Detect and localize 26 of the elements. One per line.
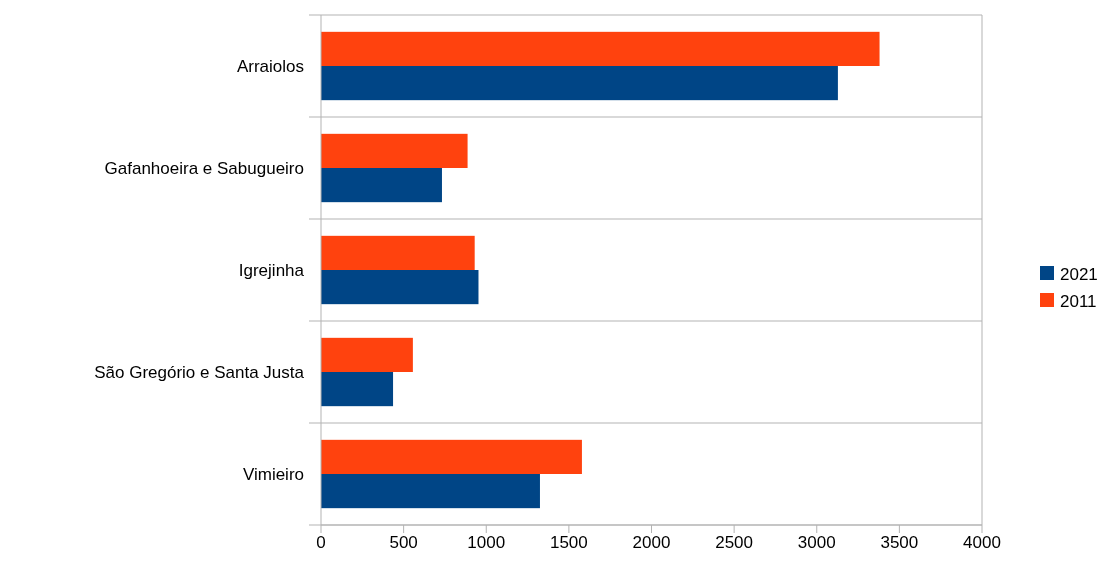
x-tick-label: 4000 bbox=[963, 533, 1001, 552]
bar bbox=[321, 31, 880, 66]
bar bbox=[321, 474, 540, 509]
y-tick-label: Arraiolos bbox=[236, 57, 304, 76]
bar bbox=[321, 235, 475, 270]
bar bbox=[321, 372, 394, 407]
bar bbox=[321, 337, 413, 372]
legend-label: 2011 bbox=[1060, 292, 1097, 311]
y-tick-label: Vimieiro bbox=[242, 465, 304, 484]
x-tick-label: 2000 bbox=[632, 533, 671, 552]
x-tick-label: 1500 bbox=[549, 533, 588, 552]
y-tick-label: Gafanhoeira e Sabugueiro bbox=[104, 159, 304, 178]
x-tick-label: 0 bbox=[316, 533, 326, 552]
y-tick-label: Igrejinha bbox=[238, 261, 305, 280]
x-tick-label: 500 bbox=[389, 533, 418, 552]
x-tick-label: 3500 bbox=[880, 533, 919, 552]
x-tick-label: 3000 bbox=[797, 533, 836, 552]
legend-label: 2021 bbox=[1060, 265, 1098, 284]
bar bbox=[321, 270, 479, 305]
bar bbox=[321, 168, 442, 203]
bar bbox=[321, 133, 468, 168]
x-tick-label: 2500 bbox=[715, 533, 754, 552]
y-tick-label: São Gregório e Santa Justa bbox=[94, 363, 305, 382]
x-tick-label: 1000 bbox=[467, 533, 506, 552]
bar bbox=[321, 439, 582, 474]
bar bbox=[321, 66, 838, 101]
